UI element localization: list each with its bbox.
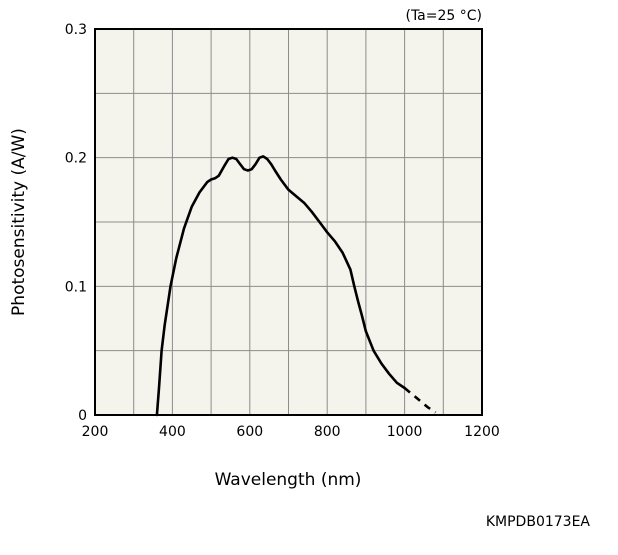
x-tick-label: 1200 — [464, 424, 500, 440]
y-axis-label: Photosensitivity (A/W) — [9, 128, 29, 316]
x-axis-label: Wavelength (nm) — [215, 470, 362, 490]
y-tick-labels: 0 0.1 0.2 0.3 — [65, 22, 87, 424]
y-tick-label: 0.1 — [65, 279, 87, 295]
y-tick-label: 0.3 — [65, 22, 87, 38]
series-group — [155, 155, 437, 417]
x-tick-label: 600 — [236, 424, 263, 440]
series-line-dashed — [403, 387, 437, 414]
condition-note: (Ta=25 °C) — [405, 8, 482, 24]
x-tick-label: 800 — [314, 424, 341, 440]
x-tick-label: 200 — [82, 424, 109, 440]
figure-code: KMPDB0173EA — [486, 514, 591, 530]
plot-frame — [94, 28, 483, 416]
series-line-solid — [155, 155, 406, 417]
y-tick-label: 0 — [78, 408, 87, 424]
x-tick-label: 400 — [159, 424, 186, 440]
grid — [95, 29, 482, 415]
y-tick-label: 0.2 — [65, 151, 87, 167]
x-tick-labels: 200 400 600 800 1000 1200 — [82, 424, 500, 440]
x-tick-label: 1000 — [387, 424, 423, 440]
